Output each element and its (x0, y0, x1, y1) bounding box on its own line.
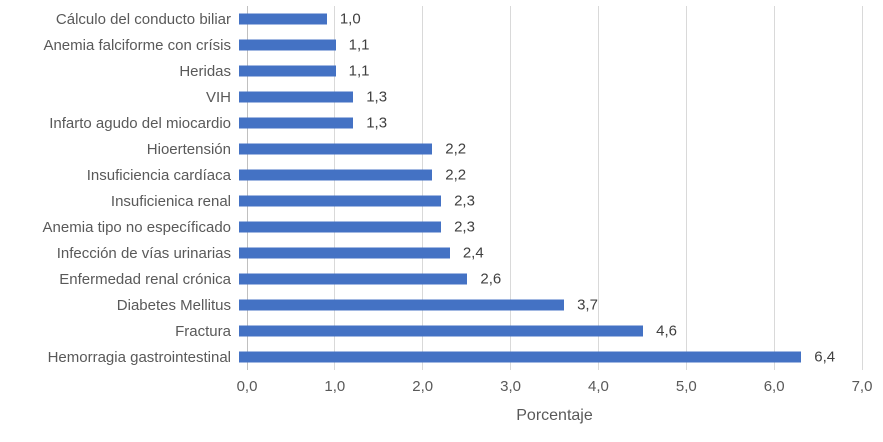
x-tick-label: 3,0 (500, 378, 521, 395)
value-label: 1,3 (366, 114, 388, 132)
value-label: 6,4 (814, 348, 836, 366)
bar (239, 91, 354, 103)
bar-row: Hioertensión 2,2 (0, 136, 883, 162)
category-label: Insuficienica renal (110, 192, 231, 210)
category-label: Anemia tipo no específicado (42, 218, 231, 236)
bar-track: 2,6 (239, 266, 854, 292)
bar (239, 351, 802, 363)
value-label: 4,6 (656, 322, 677, 340)
bar-track: 1,3 (239, 110, 854, 136)
bar-row: Heridas 1,1 (0, 58, 883, 84)
category-label: Hioertensión (146, 140, 231, 158)
category-label: Enfermedad renal crónica (59, 270, 231, 288)
bar-track: 1,1 (239, 32, 854, 58)
bar (239, 325, 644, 337)
category-label: Insuficiencia cardíaca (86, 166, 231, 184)
x-tick-label: 0,0 (236, 378, 258, 395)
bar-track: 2,2 (239, 136, 854, 162)
bar (239, 117, 354, 129)
bar-row: Diabetes Mellitus 3,7 (0, 292, 883, 318)
bar-row: Infarto agudo del miocardio 1,3 (0, 110, 883, 136)
bar-row: Enfermedad renal crónica 2,6 (0, 266, 883, 292)
bar-track: 4,6 (239, 318, 854, 344)
x-tick-label: 7,0 (851, 378, 873, 395)
x-tick-label: 4,0 (587, 378, 609, 395)
bar-track: 1,3 (239, 84, 854, 110)
x-tick-label: 2,0 (412, 378, 434, 395)
value-label: 2,3 (454, 218, 475, 236)
bar (239, 247, 450, 259)
gridline (597, 6, 599, 370)
bar-row: Anemia falciforme con crísis 1,1 (0, 32, 883, 58)
bar-row: Insuficienica renal 2,3 (0, 188, 883, 214)
category-label: Hemorragia gastrointestinal (47, 348, 231, 366)
bar (239, 143, 433, 155)
bar-track: 6,4 (239, 344, 854, 370)
bar-track: 3,7 (239, 292, 854, 318)
x-tick-label: 1,0 (324, 378, 346, 395)
category-label: VIH (205, 88, 231, 106)
bar (239, 65, 336, 77)
x-axis-ticks: 0,0 1,0 2,0 3,0 4,0 5,0 6,0 7,0 (237, 378, 873, 397)
value-label: 2,6 (480, 270, 502, 288)
gridline (422, 6, 424, 370)
bar-row: Cálculo del conducto biliar 1,0 (0, 6, 883, 32)
bar-row: Infección de vías urinarias 2,4 (0, 240, 883, 266)
value-label: 2,2 (445, 140, 467, 158)
bar-track: 2,2 (239, 162, 854, 188)
bar-row: Hemorragia gastrointestinal 6,4 (0, 344, 883, 370)
bar (239, 13, 327, 25)
x-tick-label: 6,0 (763, 378, 785, 395)
bar-rows: Cálculo del conducto biliar 1,0 Anemia fal… (0, 6, 883, 370)
bar-track: 2,4 (239, 240, 854, 266)
x-axis-title: Porcentaje (516, 407, 593, 424)
category-label: Fractura (175, 322, 231, 340)
category-label: Infarto agudo del miocardio (49, 114, 231, 132)
y-axis-line (246, 6, 248, 370)
value-label: 1,1 (348, 62, 370, 80)
gridline (773, 6, 775, 370)
bar-row: Insuficiencia cardíaca 2,2 (0, 162, 883, 188)
plot-area (246, 6, 863, 370)
value-label: 2,3 (454, 192, 475, 210)
bar-track: 1,1 (239, 58, 854, 84)
value-label: 2,4 (462, 244, 484, 262)
category-label: Heridas (179, 62, 231, 80)
bar (239, 195, 442, 207)
gridline (861, 6, 863, 370)
gridline (685, 6, 687, 370)
value-label: 1,0 (339, 10, 361, 28)
bar-track: 2,3 (239, 188, 854, 214)
gridline (334, 6, 336, 370)
bar (239, 169, 433, 181)
bar-row: Fractura 4,6 (0, 318, 883, 344)
bar-row: Anemia tipo no específicado 2,3 (0, 214, 883, 240)
value-label: 1,3 (366, 88, 388, 106)
x-tick-label: 5,0 (675, 378, 697, 395)
bar (239, 39, 336, 51)
category-label: Cálculo del conducto biliar (55, 10, 231, 28)
value-label: 2,2 (445, 166, 467, 184)
bar-row: VIH 1,3 (0, 84, 883, 110)
category-label: Anemia falciforme con crísis (43, 36, 231, 54)
gridline (510, 6, 512, 370)
bar (239, 299, 565, 311)
bar-track: 1,0 (239, 6, 854, 32)
bar-track: 2,3 (239, 214, 854, 240)
category-label: Diabetes Mellitus (116, 296, 231, 314)
value-label: 3,7 (577, 296, 598, 314)
category-label: Infección de vías urinarias (56, 244, 231, 262)
bar (239, 273, 468, 285)
value-label: 1,1 (348, 36, 370, 54)
bar (239, 221, 442, 233)
